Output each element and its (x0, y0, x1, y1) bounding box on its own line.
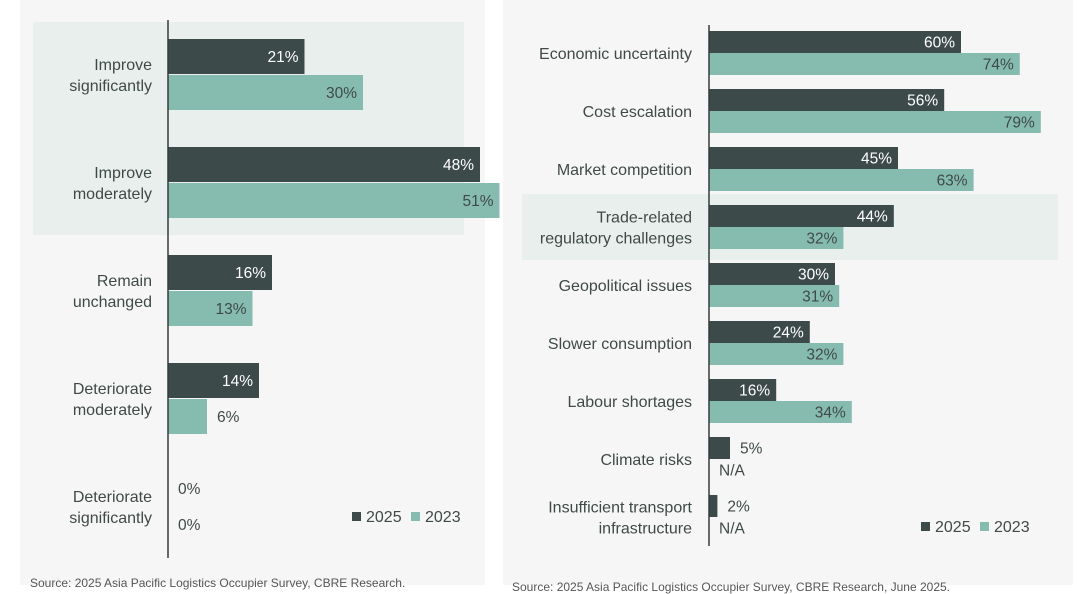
data-label-2023: 51% (462, 193, 493, 210)
data-label-2023: 63% (937, 173, 968, 190)
legend-swatch-2025 (921, 522, 930, 531)
data-label-2023: 6% (217, 409, 240, 426)
data-label-2025: 30% (798, 267, 829, 284)
data-label-2023: 13% (215, 301, 246, 318)
bar-2025 (168, 363, 259, 398)
bar-2025 (709, 437, 730, 459)
bar-2023 (709, 111, 1041, 133)
category-label: moderately (73, 186, 152, 203)
data-label-2023: 32% (806, 231, 837, 248)
category-label: Remain (97, 273, 152, 290)
legend-label-2023: 2023 (994, 519, 1030, 536)
legend-swatch-2023 (980, 522, 989, 531)
data-label-2025: 24% (773, 325, 804, 342)
bar-2025 (709, 205, 894, 227)
data-label-2025: 48% (443, 157, 474, 174)
bar-2023 (709, 169, 974, 191)
category-label: Deteriorate (73, 489, 152, 506)
data-label-2025: 56% (907, 93, 938, 110)
data-label-2025: 0% (178, 481, 201, 498)
data-label-2023: 31% (802, 289, 833, 306)
bar-2023 (709, 285, 840, 307)
bar-2025 (709, 321, 810, 343)
bar-2025 (168, 147, 480, 182)
data-label-2025: 45% (861, 151, 892, 168)
category-label: Cost escalation (583, 104, 692, 121)
bar-2025 (168, 39, 305, 74)
data-label-2025: 44% (857, 209, 888, 226)
data-label-2023: 79% (1004, 115, 1035, 132)
data-label-2025: 14% (222, 373, 253, 390)
category-label: Insufficient transport (548, 500, 692, 517)
data-label-2025: 16% (739, 383, 770, 400)
bar-2025 (168, 255, 272, 290)
bar-2025 (709, 495, 718, 517)
data-label-2025: 2% (727, 499, 750, 516)
legend-label-2025: 2025 (366, 509, 402, 526)
data-label-2023: N/A (719, 463, 746, 480)
bar-2023 (709, 227, 844, 249)
category-label: Economic uncertainty (539, 46, 692, 63)
category-label: Improve (94, 57, 152, 74)
bar-2023 (168, 291, 253, 326)
category-label: Geopolitical issues (559, 278, 692, 295)
data-label-2023: 74% (983, 57, 1014, 74)
category-label: significantly (69, 78, 152, 95)
category-label: Trade-related (597, 210, 692, 227)
category-label: moderately (73, 402, 152, 419)
data-label-2023: 34% (815, 405, 846, 422)
bar-2025 (709, 147, 898, 169)
bar-2025 (709, 89, 945, 111)
data-label-2023: 0% (178, 517, 201, 534)
bar-2025 (709, 31, 961, 53)
category-label: Labour shortages (567, 394, 692, 411)
bar-2023 (709, 401, 852, 423)
category-label: Slower consumption (548, 336, 692, 353)
data-label-2025: 16% (235, 265, 266, 282)
data-label-2023: 30% (326, 85, 357, 102)
bar-2023 (168, 399, 207, 434)
legend-swatch-2023 (411, 512, 420, 521)
bar-2023 (709, 53, 1020, 75)
data-label-2025: 5% (740, 441, 763, 458)
data-label-2023: N/A (719, 521, 746, 538)
bar-2025 (709, 263, 835, 285)
legend-swatch-2025 (352, 512, 361, 521)
category-label: significantly (69, 510, 152, 527)
bar-2023 (168, 183, 500, 218)
data-label-2025: 60% (924, 35, 955, 52)
bar-2023 (709, 343, 844, 365)
source-note-right: Source: 2025 Asia Pacific Logistics Occu… (512, 580, 950, 594)
category-label: infrastructure (599, 521, 692, 538)
category-label: unchanged (73, 294, 152, 311)
category-label: Deteriorate (73, 381, 152, 398)
legend-label-2025: 2025 (935, 519, 971, 536)
data-label-2025: 21% (267, 49, 298, 66)
bar-2023 (168, 75, 363, 110)
legend-label-2023: 2023 (425, 509, 461, 526)
category-label: Improve (94, 165, 152, 182)
category-label: Market competition (557, 162, 692, 179)
data-label-2023: 32% (806, 347, 837, 364)
category-label: regulatory challenges (540, 231, 692, 248)
bar-2025 (709, 379, 777, 401)
category-label: Climate risks (600, 452, 692, 469)
source-note-left: Source: 2025 Asia Pacific Logistics Occu… (30, 576, 406, 590)
